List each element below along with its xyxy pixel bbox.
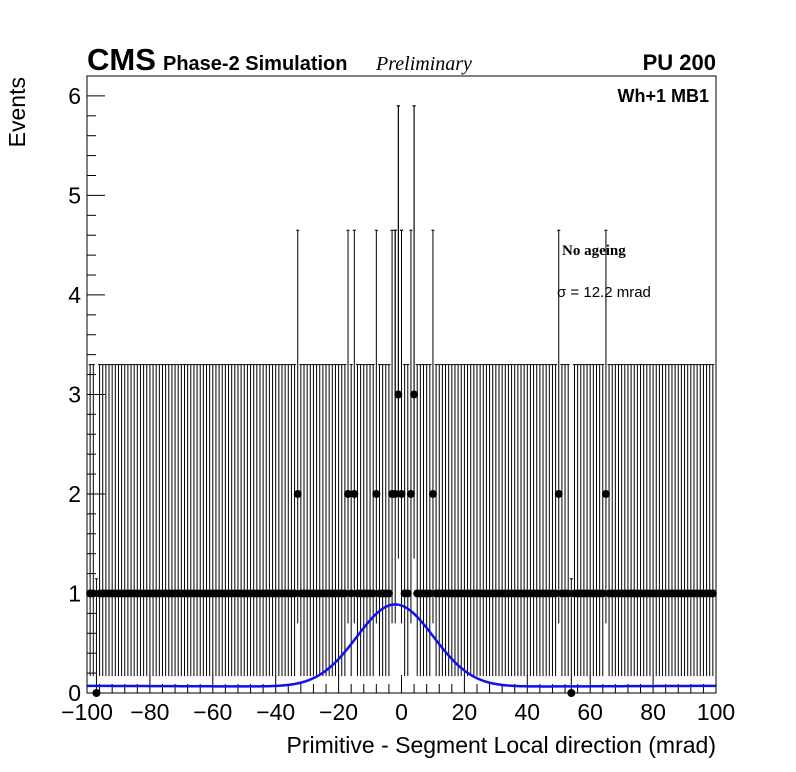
sigma-label: σ = 12.2 mrad [557,284,651,301]
data-point [397,489,406,498]
data-points [86,390,717,697]
y-axis-title: Events [4,77,30,147]
y-tick-label: 3 [68,381,81,407]
data-point [554,489,563,498]
plot-frame [86,75,717,694]
data-point [347,589,356,598]
x-tick-label: −20 [319,699,358,725]
region-label: Wh+1 MB1 [617,86,709,106]
x-tick-label: 60 [577,699,603,725]
data-point [290,589,299,598]
data-point [350,489,359,498]
x-tick-label: −80 [130,699,169,725]
data-point [428,489,437,498]
data-point [601,489,610,498]
data-point [708,589,717,598]
data-point [425,589,434,598]
x-tick-label: 40 [515,699,541,725]
preliminary-label: Preliminary [375,53,472,75]
x-tick-label: −40 [256,699,295,725]
data-point [293,489,302,498]
data-point [344,489,353,498]
x-tick-label: −60 [193,699,232,725]
data-point [598,589,607,598]
y-tick-label: 6 [68,83,81,109]
x-tick-label: 80 [640,699,666,725]
pileup-label: PU 200 [643,50,716,75]
data-point [564,589,573,598]
data-point [391,489,400,498]
x-tick-label: 0 [395,699,408,725]
y-tick-label: 4 [68,282,81,308]
x-axis-title: Primitive - Segment Local direction (mra… [287,732,716,758]
data-point [403,589,412,598]
error-bars [88,105,715,693]
data-point [340,589,349,598]
tick-labels: −100 −80 −60 −40 −20 0 20 40 60 80 100 0 1 2 3 4 5 6 [61,83,735,725]
x-tick-label: 20 [452,699,478,725]
data-point [372,489,381,498]
simulation-label: Phase-2 Simulation [163,53,348,75]
data-point [406,489,415,498]
data-point [410,390,419,399]
y-tick-label: 1 [68,580,81,606]
y-tick-label: 5 [68,182,81,208]
data-point [384,589,393,598]
x-tick-label: −100 [61,699,113,725]
data-point [394,390,403,399]
x-tick-label: 100 [697,699,735,725]
y-tick-label: 2 [68,481,81,507]
data-point [89,589,98,598]
data-point [369,589,378,598]
gaussian-fit-curve [86,603,717,688]
cms-label: CMS [87,42,156,77]
y-tick-label: 0 [68,680,81,706]
legend-title: No ageing [562,243,626,259]
data-point [551,589,560,598]
